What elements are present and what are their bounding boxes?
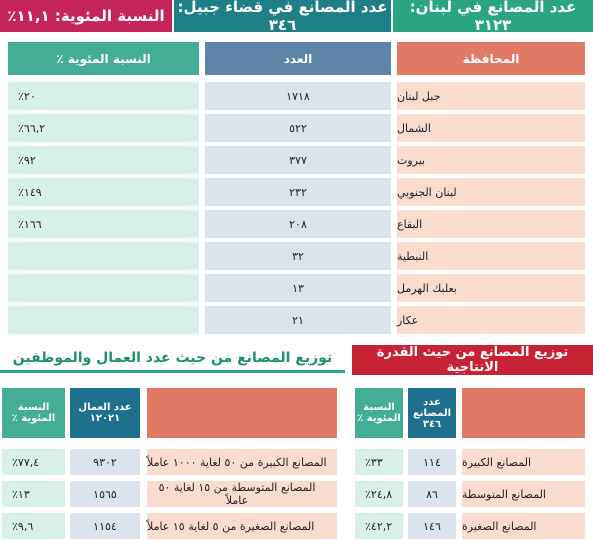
header: المحافظة (397, 42, 585, 75)
cell: عكار (397, 306, 585, 334)
cell: ١٤٦ (408, 513, 456, 539)
cell: ٪٩٢ (8, 146, 199, 174)
cell: جبل لبنان (397, 82, 585, 110)
cell: ١١٥٤ (70, 513, 140, 539)
cell-blank (8, 306, 199, 334)
cell: ٪٣٣ (355, 449, 403, 475)
cell: ٪١٦٦ (8, 210, 199, 238)
cell: ٪٢٠ (8, 82, 199, 110)
cell: النبطية (397, 242, 585, 270)
cell: بعلبك الهرمل (397, 274, 585, 302)
cell: ٪٩,٦ (2, 513, 65, 539)
cell: الشمال (397, 114, 585, 142)
cell: ٢١ (205, 306, 391, 334)
cell: ١١٤ (408, 449, 456, 475)
cell: بيروت (397, 146, 585, 174)
cell: ٥٢٢ (205, 114, 391, 142)
header-blank (147, 388, 337, 438)
cell: المصانع المتوسطة (462, 481, 585, 507)
cell-blank (8, 242, 199, 270)
cell: المصانع الصغيرة من ٥ لغاية ١٥ عاملاً (147, 513, 337, 539)
header: عدد المصانع ٣٤٦ (408, 388, 456, 438)
banner-percent: النسبة المئوية: ١١,١٪ (0, 0, 172, 32)
cell: ٪٢٤,٨ (355, 481, 403, 507)
cell: ٨٦ (408, 481, 456, 507)
cell: ٣٢ (205, 242, 391, 270)
cell: ٣٧٧ (205, 146, 391, 174)
cell: ٢٠٨ (205, 210, 391, 238)
cell: المصانع الصغيرة (462, 513, 585, 539)
banner-jbeil: عدد المصانع في قضاء جبيل: ٣٤٦ (174, 0, 391, 34)
cell: ٪٧٧,٤ (2, 449, 65, 475)
section-title: توزيع المصانع من حيث عدد العمال والموظفي… (0, 345, 345, 373)
cell: ٩٣٠٢ (70, 449, 140, 475)
cell-blank (8, 274, 199, 302)
header: عدد العمال ١٢٠٢١ (70, 388, 140, 438)
cell: لبنان الجنوبي (397, 178, 585, 206)
cell: ٪٤٢,٢ (355, 513, 403, 539)
cell: ١٧١٨ (205, 82, 391, 110)
cell: المصانع الكبيرة (462, 449, 585, 475)
cell: ١٥٦٥ (70, 481, 140, 507)
header-blank (462, 388, 585, 438)
cell: ١٣ (205, 274, 391, 302)
cell: المصانع الكبيرة من ٥٠ لغاية ١٠٠٠ عاملاً (147, 449, 337, 475)
banner-total: عدد المصانع في لبنان: ٣١٢٣ (393, 0, 593, 34)
cell: ٪٦٦,٢ (8, 114, 199, 142)
cell: ٪١٣ (2, 481, 65, 507)
cell: البقاع (397, 210, 585, 238)
header: النسبة المئوية ٪ (355, 388, 403, 438)
cell: المصانع المتوسطة من ١٥ لغاية ٥٠ عاملاً (147, 481, 337, 507)
header: النسبة المئوية ٪ (2, 388, 65, 438)
cell: ٢٣٢ (205, 178, 391, 206)
header: العدد (205, 42, 391, 75)
section-title: توزيع المصانع من حيث القدرة الانتاجية (352, 345, 593, 375)
header: النسبة المئوية ٪ (8, 42, 199, 75)
cell: ٪١٤٩ (8, 178, 199, 206)
